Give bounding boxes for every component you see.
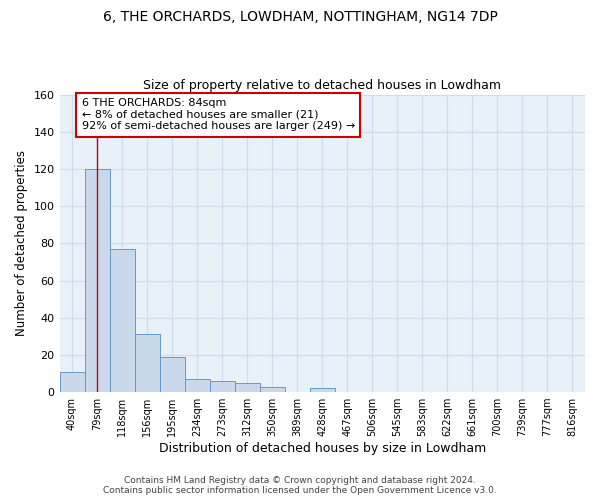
Bar [110, 249, 134, 392]
Bar [310, 388, 335, 392]
Title: Size of property relative to detached houses in Lowdham: Size of property relative to detached ho… [143, 79, 501, 92]
Text: Contains HM Land Registry data © Crown copyright and database right 2024.
Contai: Contains HM Land Registry data © Crown c… [103, 476, 497, 495]
Bar [209, 381, 235, 392]
X-axis label: Distribution of detached houses by size in Lowdham: Distribution of detached houses by size … [158, 442, 486, 455]
Text: 6 THE ORCHARDS: 84sqm
← 8% of detached houses are smaller (21)
92% of semi-detac: 6 THE ORCHARDS: 84sqm ← 8% of detached h… [82, 98, 355, 132]
Bar [235, 383, 260, 392]
Bar [260, 386, 285, 392]
Bar [160, 357, 185, 392]
Bar [85, 169, 110, 392]
Text: 6, THE ORCHARDS, LOWDHAM, NOTTINGHAM, NG14 7DP: 6, THE ORCHARDS, LOWDHAM, NOTTINGHAM, NG… [103, 10, 497, 24]
Y-axis label: Number of detached properties: Number of detached properties [15, 150, 28, 336]
Bar [134, 334, 160, 392]
Bar [59, 372, 85, 392]
Bar [185, 379, 209, 392]
